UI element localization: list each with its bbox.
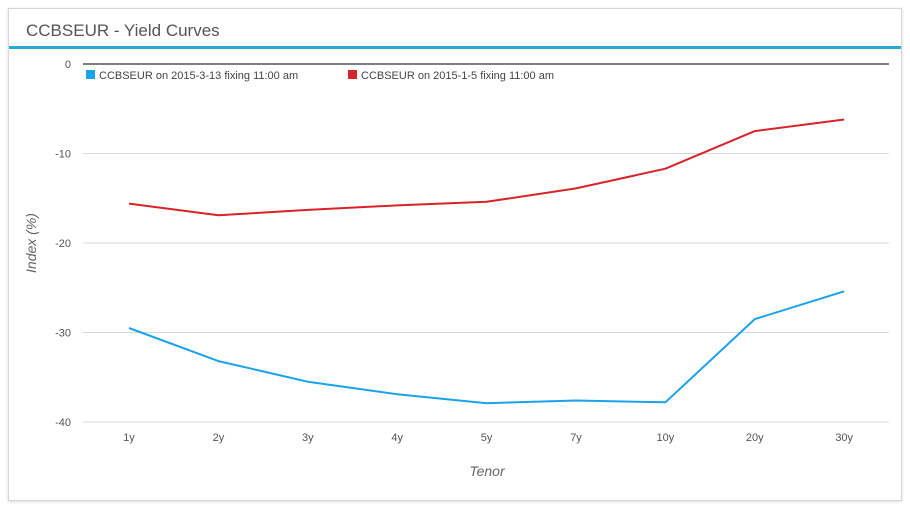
x-tick-labels: 1y 2y 3y 4y 5y 7y 10y 20y 30y [123,432,853,444]
x-tick-label: 10y [657,432,675,444]
y-tick-label: 0 [65,59,71,71]
x-tick-label: 3y [302,432,314,444]
x-tick-label: 1y [123,432,135,444]
legend-item-1[interactable]: CCBSEUR on 2015-3-13 fixing 11:00 am [86,70,298,82]
y-tick-labels: 0 -10 -20 -30 -40 [55,59,71,429]
x-tick-label: 7y [570,432,582,444]
series-line-2[interactable] [128,118,845,217]
x-tick-label: 2y [213,432,225,444]
series-lines [128,118,845,405]
y-tick-label: -30 [55,328,71,340]
x-axis-title: Tenor [469,463,506,479]
legend-swatch [348,70,357,79]
chart-panel: CCBSEUR - Yield Curves [8,8,902,501]
x-tick-label: 5y [481,432,493,444]
chart-title: CCBSEUR - Yield Curves [26,21,220,40]
panel-header: CCBSEUR - Yield Curves [9,9,901,49]
legend[interactable]: CCBSEUR on 2015-3-13 fixing 11:00 am CCBS… [86,70,554,82]
y-axis-title: Index (%) [23,213,39,273]
x-tick-label: 4y [391,432,403,444]
x-tick-label: 20y [746,432,764,444]
x-tick-label: 30y [835,432,853,444]
y-tick-label: -20 [55,238,71,250]
y-tick-label: -40 [55,417,71,429]
legend-label: CCBSEUR on 2015-1-5 fixing 11:00 am [361,70,554,82]
grid-lines [83,63,889,423]
legend-item-2[interactable]: CCBSEUR on 2015-1-5 fixing 11:00 am [348,70,554,82]
legend-label: CCBSEUR on 2015-3-13 fixing 11:00 am [99,70,298,82]
series-line-1[interactable] [128,290,845,405]
legend-swatch [86,70,95,79]
y-tick-label: -10 [55,149,71,161]
